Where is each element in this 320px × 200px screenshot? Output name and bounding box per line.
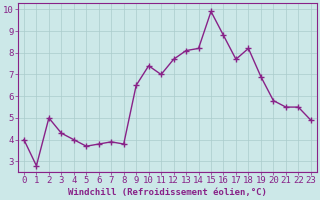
X-axis label: Windchill (Refroidissement éolien,°C): Windchill (Refroidissement éolien,°C) — [68, 188, 267, 197]
